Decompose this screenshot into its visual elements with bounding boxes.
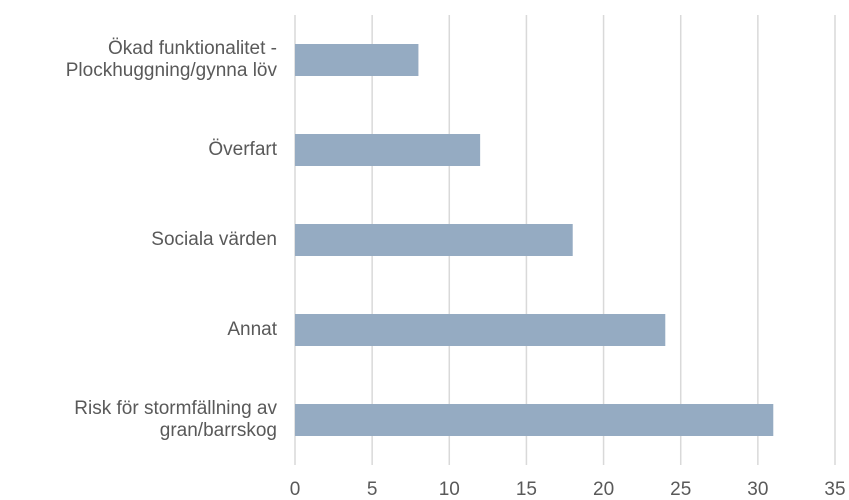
y-tick-label: Risk för stormfällning av gran/barrskog bbox=[74, 398, 277, 441]
x-tick-label: 30 bbox=[747, 479, 768, 500]
x-tick-label: 5 bbox=[367, 479, 378, 500]
bar bbox=[295, 224, 573, 256]
x-tick-label: 10 bbox=[439, 479, 460, 500]
y-tick-label: Överfart bbox=[208, 139, 277, 160]
x-tick-label: 0 bbox=[290, 479, 301, 500]
bar bbox=[295, 404, 774, 436]
x-tick-label: 35 bbox=[824, 479, 845, 500]
x-tick-label: 15 bbox=[516, 479, 537, 500]
bar bbox=[295, 314, 666, 346]
y-tick-label: Annat bbox=[227, 319, 277, 340]
bar bbox=[295, 44, 419, 76]
bar bbox=[295, 134, 481, 166]
x-tick-label: 20 bbox=[593, 479, 614, 500]
y-tick-label: Ökad funktionalitet -Plockhuggning/gynna… bbox=[66, 38, 278, 81]
x-tick-label: 25 bbox=[670, 479, 691, 500]
y-tick-label: Sociala värden bbox=[151, 229, 277, 250]
